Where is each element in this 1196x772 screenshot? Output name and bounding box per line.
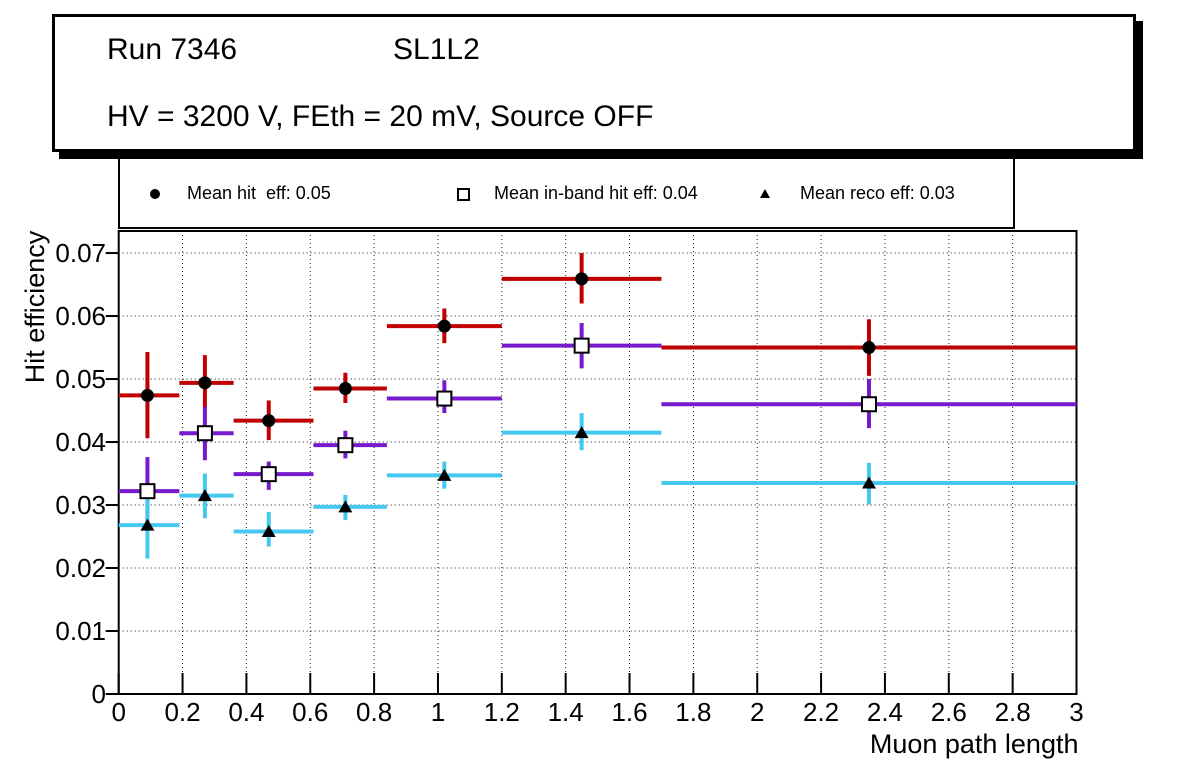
y-tick-label: 0.05 — [55, 364, 106, 394]
data-point-square — [139, 483, 156, 500]
x-tick-label: 1.2 — [484, 697, 520, 727]
y-tick-label: 0.01 — [55, 616, 106, 646]
data-point-triangle — [338, 500, 353, 513]
y-tick-label: 0.06 — [55, 301, 106, 331]
plot-frame — [117, 230, 1078, 695]
data-point-circle — [862, 341, 876, 355]
x-tick-label: 0.4 — [228, 697, 264, 727]
x-tick-label: 0.6 — [292, 697, 328, 727]
data-point-circle — [575, 272, 589, 286]
data-point-circle — [140, 388, 154, 402]
x-tick-label: 1 — [431, 697, 445, 727]
data-point-triangle — [437, 468, 452, 481]
data-point-square — [436, 390, 453, 407]
data-point-triangle — [197, 489, 212, 502]
x-tick-label: 2 — [750, 697, 764, 727]
x-axis-title: Muon path length — [870, 729, 1079, 759]
data-point-circle — [338, 381, 352, 395]
data-point-circle — [262, 414, 276, 428]
data-point-triangle — [861, 476, 876, 489]
x-tick-label: 2.6 — [931, 697, 967, 727]
legend-label: Mean reco eff: 0.03 — [800, 183, 955, 203]
data-point-square — [337, 437, 354, 454]
x-tick-label: 1.6 — [611, 697, 647, 727]
x-tick-label: 0.2 — [164, 697, 200, 727]
filled-triangle-marker-icon — [760, 189, 770, 198]
y-axis-title: Hit efficiency — [20, 230, 50, 383]
data-point-square — [260, 466, 277, 483]
legend: Mean hit eff: 0.05 Mean in-band hit eff:… — [118, 156, 1015, 229]
y-tick-label: 0.03 — [55, 490, 106, 520]
data-point-triangle — [261, 524, 276, 537]
open-square-marker-icon — [457, 188, 470, 201]
data-point-square — [196, 425, 213, 442]
x-tick-label: 0 — [111, 697, 125, 727]
data-point-square — [573, 337, 590, 354]
x-tick-label: 0.8 — [356, 697, 392, 727]
x-tick-label: 2.4 — [867, 697, 903, 727]
data-point-circle — [437, 319, 451, 333]
run-number: Run 7346 — [107, 33, 238, 66]
x-tick-label: 2.2 — [803, 697, 839, 727]
data-point-square — [860, 396, 877, 413]
detector-label: SL1L2 — [393, 33, 480, 66]
data-point-triangle — [574, 426, 589, 439]
data-point-circle — [198, 376, 212, 390]
legend-label: Mean hit eff: 0.05 — [187, 183, 331, 203]
title-box: Run 7346 SL1L2 HV = 3200 V, FEth = 20 mV… — [52, 14, 1136, 152]
y-tick-label: 0 — [92, 679, 106, 709]
x-tick-label: 1.8 — [675, 697, 711, 727]
legend-label: Mean in-band hit eff: 0.04 — [494, 183, 698, 203]
filled-circle-marker-icon — [150, 189, 160, 199]
run-conditions: HV = 3200 V, FEth = 20 mV, Source OFF — [107, 100, 654, 133]
x-tick-label: 2.8 — [995, 697, 1031, 727]
x-tick-label: 1.4 — [548, 697, 584, 727]
y-tick-label: 0.02 — [55, 553, 106, 583]
y-tick-label: 0.07 — [55, 238, 106, 268]
x-tick-label: 3 — [1069, 697, 1083, 727]
y-tick-label: 0.04 — [55, 427, 106, 457]
data-point-triangle — [140, 518, 155, 531]
